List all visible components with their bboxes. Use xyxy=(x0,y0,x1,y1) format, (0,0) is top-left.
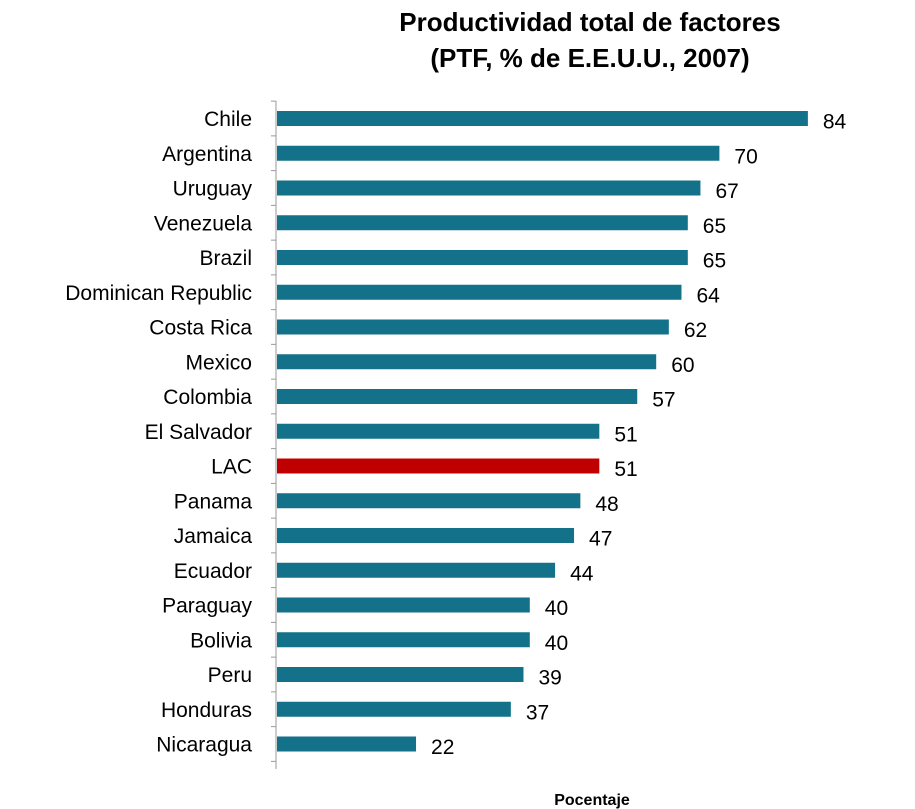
bar-el-salvador xyxy=(277,423,600,439)
bar-venezuela xyxy=(277,215,688,231)
category-label: Nicaragua xyxy=(156,734,252,757)
value-label: 57 xyxy=(652,389,675,412)
value-label: 47 xyxy=(589,528,612,551)
value-label: 51 xyxy=(614,423,637,446)
category-label: Brazil xyxy=(199,247,252,270)
value-label: 62 xyxy=(684,319,707,342)
chart-title-line-1: Productividad total de factores xyxy=(399,7,781,37)
category-label: Chile xyxy=(204,108,252,131)
chart-title-line-2: (PTF, % de E.E.U.U., 2007) xyxy=(430,43,750,73)
category-label: Dominican Republic xyxy=(65,282,252,305)
x-axis-title: Pocentaje xyxy=(554,792,630,809)
value-label: 40 xyxy=(545,597,568,620)
category-label: Bolivia xyxy=(190,629,252,652)
bars-layer xyxy=(277,111,808,752)
value-label: 48 xyxy=(595,493,618,516)
chart-title: Productividad total de factores (PTF, % … xyxy=(270,4,910,76)
category-label: Honduras xyxy=(161,699,252,722)
bar-dominican-republic xyxy=(277,284,682,300)
bar-jamaica xyxy=(277,528,575,543)
category-label: El Salvador xyxy=(145,421,252,444)
bar-lac xyxy=(277,458,600,474)
category-label: Uruguay xyxy=(173,178,253,201)
category-label: Colombia xyxy=(163,386,252,409)
category-label: Mexico xyxy=(185,351,252,374)
category-label: Jamaica xyxy=(174,525,253,548)
value-label: 65 xyxy=(703,250,726,273)
value-label: 40 xyxy=(545,632,568,655)
bar-nicaragua xyxy=(277,736,417,752)
category-label: Paraguay xyxy=(162,595,252,618)
bar-peru xyxy=(277,667,524,682)
bar-paraguay xyxy=(277,597,530,613)
category-label: LAC xyxy=(211,456,252,479)
bar-panama xyxy=(277,493,581,509)
value-label: 67 xyxy=(715,180,738,203)
bar-brazil xyxy=(277,250,688,265)
category-label: Panama xyxy=(174,490,253,513)
category-label: Ecuador xyxy=(174,560,252,583)
bar-bolivia xyxy=(277,632,530,648)
value-label: 39 xyxy=(538,667,561,690)
value-label: 65 xyxy=(703,215,726,238)
value-label: 60 xyxy=(671,354,694,377)
labels-layer: Chile 84 Argentina 70 Uruguay 67 Venezuela 65 Br… xyxy=(65,100,847,762)
bar-chile xyxy=(277,111,808,126)
bar-costa-rica xyxy=(277,319,669,335)
value-label: 22 xyxy=(431,736,454,759)
value-label: 84 xyxy=(823,111,847,134)
category-label: Venezuela xyxy=(154,212,252,235)
category-label: Peru xyxy=(208,664,252,687)
bar-mexico xyxy=(277,354,657,370)
bar-uruguay xyxy=(277,180,701,196)
value-label: 51 xyxy=(614,458,637,481)
value-label: 70 xyxy=(734,145,757,168)
bar-ecuador xyxy=(277,562,556,578)
value-label: 37 xyxy=(526,701,549,724)
bar-honduras xyxy=(277,701,511,717)
bar-colombia xyxy=(277,389,638,404)
category-label: Costa Rica xyxy=(149,317,252,340)
value-label: 44 xyxy=(570,562,594,585)
category-label: Argentina xyxy=(162,143,252,166)
value-label: 64 xyxy=(696,284,720,307)
bar-argentina xyxy=(277,145,720,161)
